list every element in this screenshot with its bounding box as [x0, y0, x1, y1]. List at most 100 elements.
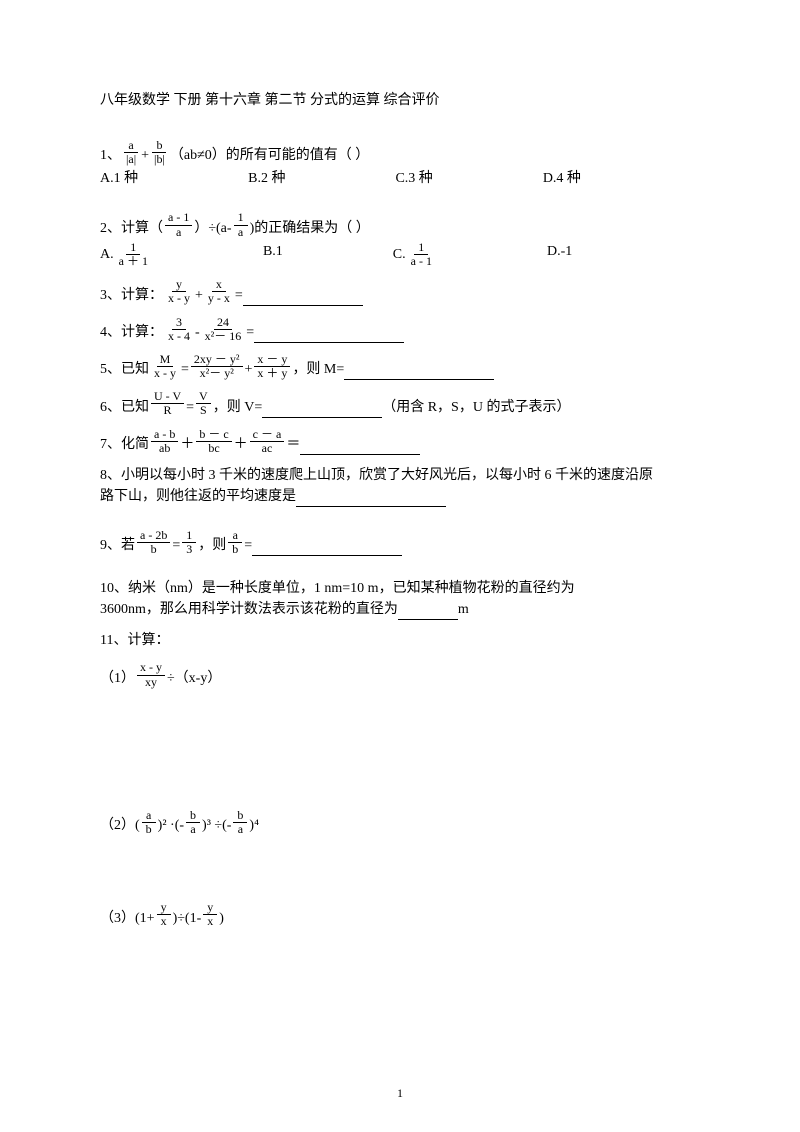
q2-optB: B.1 [263, 241, 283, 268]
frac-den: x [157, 915, 171, 928]
frac-num: b － c [196, 428, 231, 442]
frac-den: x [203, 915, 217, 928]
eq: = [235, 285, 243, 306]
question-9: 9、若 a - 2b b = 1 3 ，则 a b = [100, 529, 700, 556]
q2-tail: )的正确结果为（ ） [250, 218, 370, 239]
q11-s1-frac: x - y xy [137, 661, 165, 688]
q11-s3-pre: （3）(1+ [100, 908, 155, 929]
q4-frac2: 24 x²－ 16 [202, 316, 245, 343]
frac-num: b [152, 139, 166, 153]
frac-den: a - 1 [408, 255, 435, 268]
q5-frac1: M x - y [151, 353, 179, 380]
frac-den: x ＋ y [254, 367, 290, 380]
frac-den: b [147, 543, 161, 556]
plus: + [245, 359, 253, 380]
q5-prefix: 5、已知 [100, 359, 149, 380]
frac-den: a [186, 823, 200, 836]
frac-num: 3 [172, 316, 186, 330]
frac-den: |a| [123, 153, 139, 166]
frac-num: x － y [254, 353, 290, 367]
q11-s2-frac2: b a [186, 809, 200, 836]
page-title: 八年级数学 下册 第十六章 第二节 分式的运算 综合评价 [100, 90, 700, 111]
q9-mid: ，则 [198, 535, 226, 556]
frac-den: S [196, 404, 210, 417]
question-5: 5、已知 M x - y = 2xy － y² x²－ y² + x － y x… [100, 353, 700, 380]
q10-blank [398, 606, 458, 620]
q7-prefix: 7、化简 [100, 434, 149, 455]
eq: = [172, 535, 180, 556]
q7-blank [300, 441, 420, 455]
q7-frac3: c － a ac [250, 428, 285, 455]
q5-frac3: x － y x ＋ y [254, 353, 290, 380]
q6-frac2: V S [196, 390, 211, 417]
q3-blank [243, 292, 363, 306]
q9-frac1: a - 2b b [137, 529, 170, 556]
q1-prefix: 1、 [100, 145, 121, 166]
q4-prefix: 4、计算： [100, 322, 163, 343]
question-8: 8、小明以每小时 3 千米的速度爬上山顶，欣赏了大好风光后，以每小时 6 千米的… [100, 465, 700, 507]
frac-den: a ＋ 1 [116, 255, 151, 268]
q8-line2: 路下山，则他往返的平均速度是 [100, 486, 296, 507]
question-7: 7、化简 a - b ab ＋ b － c bc ＋ c － a ac ＝ [100, 428, 700, 455]
minus: - [195, 322, 200, 343]
frac-num: y [172, 278, 186, 292]
frac-num: 2xy － y² [191, 353, 243, 367]
q3-prefix: 3、计算： [100, 285, 163, 306]
optA-frac: 1 a ＋ 1 [116, 241, 151, 268]
eq: = [244, 535, 252, 556]
q5-tail: ，则 M= [292, 359, 344, 380]
q11-s2-frac1: a b [142, 809, 156, 836]
frac-num: 1 [126, 241, 140, 255]
q11-s1-pre: （1） [100, 668, 135, 689]
q8-blank [296, 493, 446, 507]
frac-den: y - x [205, 292, 233, 305]
q11-header: 11、计算： [100, 630, 700, 651]
q11-s2-p3: )⁴ [249, 815, 259, 836]
q2-mid: ）÷(a- [194, 218, 231, 239]
frac-den: b [142, 823, 156, 836]
q2-optA: A. 1 a ＋ 1 [100, 241, 153, 268]
q9-prefix: 9、若 [100, 535, 135, 556]
opt-label: C. [393, 244, 406, 265]
q1-optA: A.1 种 [100, 168, 138, 189]
q4-blank [254, 329, 404, 343]
q3-frac1: y x - y [165, 278, 193, 305]
plus: + [141, 145, 149, 166]
q1-optB: B.2 种 [248, 168, 285, 189]
q11-s3-frac2: y x [203, 901, 217, 928]
q1-options: A.1 种 B.2 种 C.3 种 D.4 种 [100, 168, 700, 189]
q5-blank [344, 366, 494, 380]
frac-num: a - b [151, 428, 178, 442]
frac-num: U - V [151, 390, 184, 404]
frac-den: x - y [151, 367, 179, 380]
q11-s2-pre: （2）( [100, 815, 140, 836]
q7-frac1: a - b ab [151, 428, 178, 455]
q6-tail2: （用含 R，S，U 的式子表示） [382, 397, 570, 418]
q11-sub1: （1） x - y xy ÷（x-y） [100, 661, 700, 688]
frac-num: V [196, 390, 211, 404]
frac-num: 24 [214, 316, 232, 330]
frac-den: a [234, 226, 248, 239]
eq: = [246, 322, 254, 343]
q8-line1: 8、小明以每小时 3 千米的速度爬上山顶，欣赏了大好风光后，以每小时 6 千米的… [100, 465, 700, 486]
frac-num: x [212, 278, 226, 292]
q1-optD: D.4 种 [543, 168, 581, 189]
q2-options: A. 1 a ＋ 1 B.1 C. 1 a - 1 D.-1 [100, 241, 700, 268]
q11-s2-p1: )² ·(- [158, 815, 184, 836]
frac-num: a [142, 809, 156, 823]
frac-num: x - y [137, 661, 165, 675]
frac-den: b [228, 543, 242, 556]
q11-s1-tail: ÷（x-y） [167, 668, 221, 689]
eq: ＝ [286, 434, 300, 455]
q2-optC: C. 1 a - 1 [393, 241, 437, 268]
q10-line2b: m [458, 599, 469, 620]
question-11: 11、计算： （1） x - y xy ÷（x-y） （2）( a b )² ·… [100, 630, 700, 928]
frac-den: R [161, 404, 175, 417]
plus: ＋ [180, 434, 194, 455]
question-2: 2、计算（ a - 1 a ）÷(a- 1 a )的正确结果为（ ） A. 1 … [100, 211, 700, 268]
q11-s2-frac3: b a [233, 809, 247, 836]
frac-num: a [124, 139, 138, 153]
eq: = [186, 397, 194, 418]
frac-num: M [157, 353, 174, 367]
question-3: 3、计算： y x - y + x y - x = [100, 278, 700, 305]
